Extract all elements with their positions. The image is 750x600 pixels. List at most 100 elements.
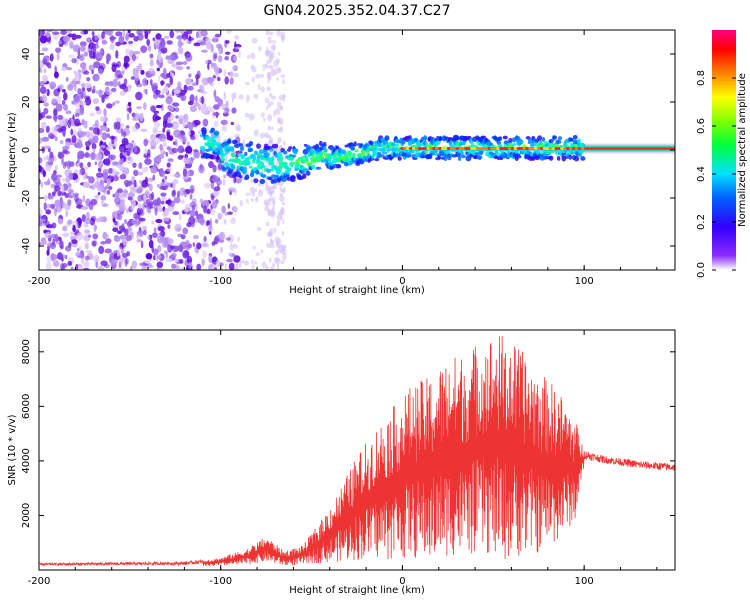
spectrogram-noise-cell <box>49 53 54 62</box>
spectrogram-noise-cell <box>228 262 235 270</box>
spectrogram-noise-cell <box>153 227 157 233</box>
spectrogram-noise-cell <box>200 105 209 115</box>
spectrogram-noise-cell <box>225 40 230 44</box>
spectrogram-signal-cell <box>261 164 266 169</box>
spectrogram-noise-cell <box>221 124 227 132</box>
spectrogram-noise-cell <box>182 168 188 177</box>
spectrogram-noise-cell <box>279 192 284 197</box>
spectrogram-noise-cell <box>87 161 91 168</box>
spectrogram-noise-cell <box>226 258 234 263</box>
spectrogram-noise-cell <box>172 211 180 216</box>
spectrogram-noise-cell <box>149 193 154 201</box>
spectrogram-signal-cell <box>548 138 554 144</box>
spectrogram-signal-cell <box>424 141 429 147</box>
spectrogram-noise-cell <box>66 30 73 34</box>
spectrogram-signal-cell <box>286 167 292 171</box>
spectrogram-signal-cell <box>238 174 243 179</box>
spectrogram-noise-cell <box>39 164 43 173</box>
spectrogram-noise-cell <box>129 204 135 211</box>
spectrogram-noise-cell <box>138 162 143 169</box>
spectrogram-noise-cell <box>116 230 123 235</box>
spectrogram-noise-cell <box>67 54 75 59</box>
spectrogram-noise-cell <box>69 235 77 241</box>
spectrogram-signal-cell <box>229 145 235 152</box>
spectrogram-noise-cell <box>166 206 175 212</box>
spectrogram-noise-cell <box>162 217 170 222</box>
spectrogram-noise-cell <box>108 185 113 191</box>
spectrogram-noise-cell <box>199 85 205 94</box>
spectrogram-noise-cell <box>57 114 64 120</box>
spectrogram-noise-cell <box>159 143 164 151</box>
spectrogram-noise-cell <box>83 51 89 57</box>
colorbar-tick-label: 0.4 <box>696 166 707 182</box>
snr-frame <box>38 329 676 571</box>
spectrogram-noise-cell <box>180 30 185 35</box>
spectrogram-noise-cell <box>91 240 97 247</box>
spectrogram-noise-cell <box>152 126 158 135</box>
spectrogram-noise-cell <box>152 199 159 206</box>
spectrogram-noise-cell <box>51 126 58 136</box>
spectrogram-noise-cell <box>72 224 76 231</box>
spectrogram-noise-cell <box>136 238 142 243</box>
spectrogram-noise-cell <box>108 167 113 174</box>
spectrogram-noise-cell <box>109 258 117 265</box>
spectrogram-noise-cell <box>223 219 226 224</box>
spectrogram-noise-cell <box>109 135 116 140</box>
spectrogram-noise-cell <box>45 115 52 119</box>
spectrogram-noise-cell <box>153 156 162 165</box>
spectrogram-noise-cell <box>119 213 123 221</box>
snr-y-label: SNR (10 * v/v) <box>7 414 18 485</box>
spectrogram-noise-cell <box>146 177 155 182</box>
spectrogram-signal-cell <box>451 144 458 148</box>
spectrogram-noise-cell <box>122 85 129 93</box>
spectrogram-signal-cell <box>253 178 259 184</box>
spectrogram-noise-cell <box>280 248 287 255</box>
spectrogram-noise-cell <box>102 168 109 176</box>
spectrogram-signal-cell <box>516 155 522 159</box>
spectrogram-noise-cell <box>133 51 141 55</box>
spectrogram-x-tick-label: -100 <box>209 276 232 287</box>
spectrogram-noise-cell <box>145 204 150 213</box>
spectrogram-noise-cell <box>165 96 173 105</box>
spectrogram-signal-cell <box>335 145 340 150</box>
spectrogram-noise-cell <box>243 260 250 266</box>
spectrogram-signal-cell <box>369 141 374 146</box>
spectrogram-noise-cell <box>45 209 52 215</box>
spectrogram-noise-cell <box>55 47 62 53</box>
spectrogram-noise-cell <box>113 175 119 182</box>
spectrogram-noise-cell <box>101 94 105 104</box>
spectrogram-noise-cell <box>50 203 55 209</box>
spectrogram-noise-cell <box>113 235 121 243</box>
spectrogram-noise-cell <box>100 144 106 149</box>
spectrogram-noise-cell <box>269 237 273 245</box>
spectrogram-noise-cell <box>50 154 55 163</box>
spectrogram-noise-cell <box>55 185 61 193</box>
spectrogram-noise-cell <box>66 160 71 170</box>
spectrogram-noise-cell <box>83 70 90 75</box>
spectrogram-noise-cell <box>229 252 232 256</box>
spectrogram-signal-cell <box>435 140 441 146</box>
spectrogram-noise-cell <box>43 202 47 211</box>
spectrogram-noise-cell <box>85 211 91 221</box>
spectrogram-noise-cell <box>156 255 159 262</box>
spectrogram-noise-cell <box>111 62 118 67</box>
spectrogram-noise-cell <box>171 189 177 198</box>
spectrogram-signal-cell <box>209 154 214 160</box>
spectrogram-noise-cell <box>44 32 51 38</box>
spectrogram-signal-cell <box>501 155 507 159</box>
spectrogram-noise-cell <box>39 86 47 95</box>
spectrogram-noise-cell <box>39 81 45 87</box>
spectrogram-signal-cell <box>315 166 322 170</box>
spectrogram-y-tick-label: -40 <box>21 238 32 254</box>
spectrogram-noise-cell <box>277 52 281 56</box>
spectrogram-noise-cell <box>74 112 80 118</box>
spectrogram-noise-cell <box>46 203 52 209</box>
spectrogram-noise-cell <box>275 67 282 72</box>
spectrogram-noise-cell <box>273 257 280 264</box>
spectrogram-noise-cell <box>98 245 105 255</box>
spectrogram-noise-cell <box>157 52 162 62</box>
spectrogram-noise-cell <box>265 86 272 91</box>
spectrogram-noise-cell <box>84 218 92 225</box>
spectrogram-noise-cell <box>278 117 284 126</box>
spectrogram-noise-cell <box>219 246 224 254</box>
